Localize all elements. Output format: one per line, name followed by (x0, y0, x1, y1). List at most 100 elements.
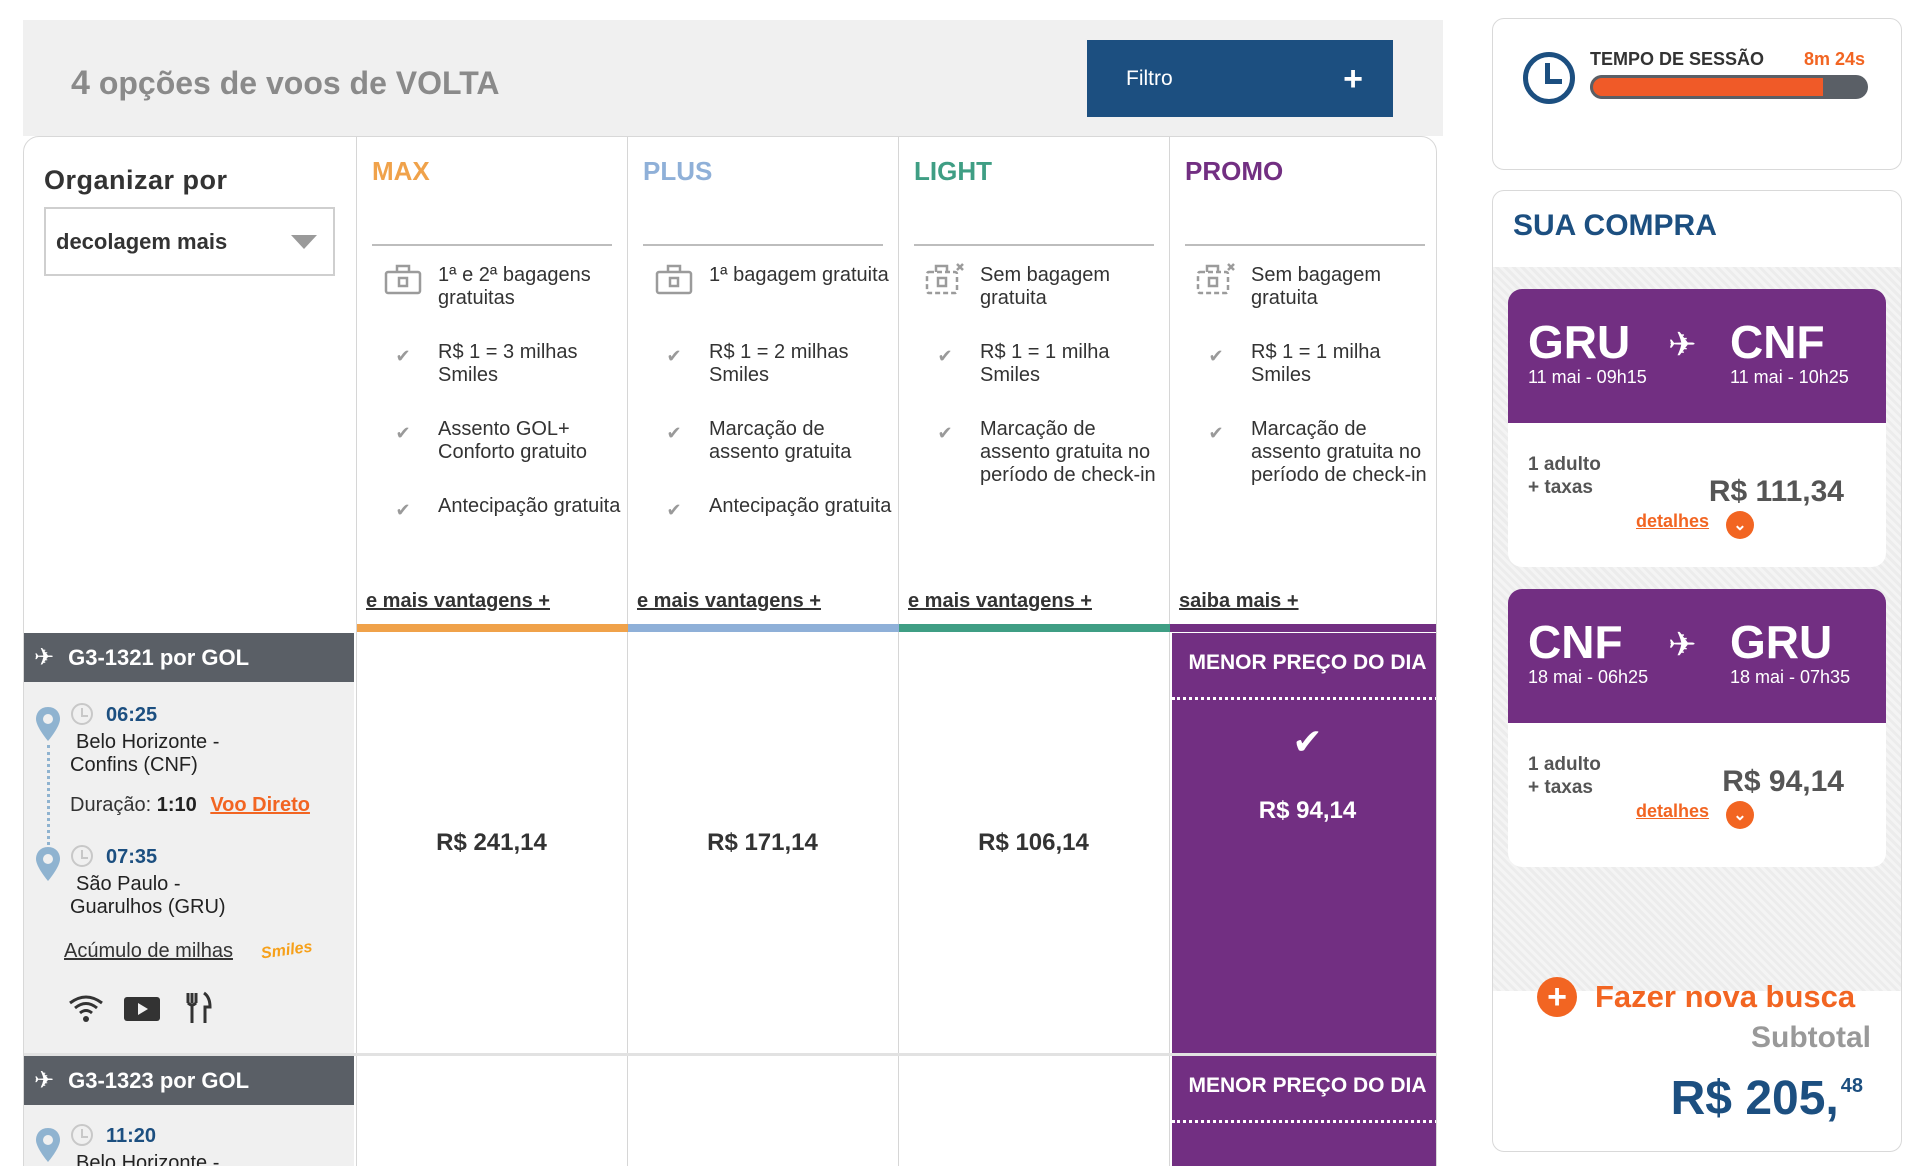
fare-name: PROMO (1185, 156, 1284, 186)
more-benefits-link[interactable]: e mais vantagens + (637, 590, 821, 612)
leg-origin-date: 18 mai - 06h25 (1528, 667, 1649, 687)
filter-button[interactable]: Filtro + (1087, 40, 1393, 117)
chevron-down-icon (291, 234, 317, 249)
leg-origin-date: 11 mai - 09h15 (1528, 367, 1647, 387)
subtotal-amount: R$ 205, (1670, 1072, 1839, 1125)
leg-destination-date: 11 mai - 10h25 (1730, 367, 1849, 387)
leg-passenger-count: 1 adulto (1528, 754, 1601, 775)
fare-feature-text: Marcação de assento gratuita no período … (980, 418, 1156, 486)
fare-feature-text: Marcação de assento gratuita no período … (1251, 418, 1427, 486)
fare-column-promo: PROMO Sem bagagem gratuita ✔ R$ 1 = 1 mi… (1170, 137, 1436, 633)
fare-feature-text: Antecipação gratuita (709, 495, 892, 517)
results-title: 4 opções de voos de VOLTA (71, 64, 499, 103)
direct-flight-link[interactable]: Voo Direto (210, 794, 310, 816)
baggage-icon (654, 261, 694, 297)
chevron-down-icon[interactable]: ⌄ (1726, 801, 1754, 829)
results-title-text: opções de voos de VOLTA (98, 65, 500, 101)
fare-color-bar (628, 624, 899, 632)
more-benefits-link[interactable]: saiba mais + (1179, 590, 1299, 612)
clock-icon (71, 845, 93, 867)
column-divider (1169, 137, 1170, 1166)
purchase-summary-title: SUA COMPRA (1513, 209, 1717, 242)
departure-airport-line1: Belo Horizonte - (76, 731, 220, 753)
promo-price: R$ 94,14 (1258, 797, 1357, 824)
fare-feature-text: Marcação de assento gratuita (709, 418, 852, 463)
flight-duration: Duração: 1:10 Voo Direto (70, 794, 310, 817)
new-search-button[interactable]: + Fazer nova busca (1537, 977, 1855, 1017)
departure-time: 11:20 (106, 1125, 157, 1147)
leg-destination: GRU (1730, 616, 1833, 668)
arrival-airport-line1: São Paulo - (76, 873, 181, 895)
departure-airport-line2: Confins (CNF) (70, 754, 198, 776)
duration-value: 1:10 (156, 794, 197, 816)
more-benefits-link[interactable]: e mais vantagens + (366, 590, 550, 612)
session-time: 8m 24s (1803, 49, 1865, 69)
check-icon: ✔ (1208, 345, 1224, 366)
divider (643, 244, 883, 246)
baggage-icon (383, 261, 423, 297)
plane-icon: ✈ (1668, 626, 1697, 664)
miles-link[interactable]: Acúmulo de milhas (64, 940, 233, 962)
subtotal-label: Subtotal (1751, 1021, 1871, 1054)
leg-origin: CNF (1528, 616, 1623, 668)
results-header: 4 opções de voos de VOLTA Filtro + (23, 20, 1443, 136)
fare-feature-text: 1ª bagagem gratuita (709, 264, 889, 286)
fare-column-max: MAX 1ª e 2ª bagagens gratuitas ✔ R$ 1 = … (357, 137, 628, 633)
leg-taxes-label: + taxas (1528, 477, 1593, 498)
leg-price: R$ 94,14 (1722, 765, 1844, 798)
arrival-time: 07:35 (106, 846, 158, 868)
flight-header: ✈ G3-1323 por GOL (24, 1056, 354, 1105)
plane-icon: ✈ (34, 1067, 55, 1094)
check-icon: ✔ (395, 499, 411, 520)
purchase-summary-body: GRU ✈ CNF 11 mai - 09h15 11 mai - 10h25 … (1493, 267, 1901, 1017)
sort-select[interactable]: decolagem mais (44, 207, 335, 276)
fare-column-light: LIGHT Sem bagagem gratuita ✔ R$ 1 = 1 mi… (899, 137, 1170, 633)
fare-name: MAX (372, 156, 430, 186)
sort-title: Organizar por (44, 165, 228, 195)
plane-icon: ✈ (1668, 326, 1697, 364)
fare-color-bar (1170, 624, 1436, 632)
new-search-label: Fazer nova busca (1595, 979, 1856, 1014)
clock-icon (71, 1124, 93, 1146)
smiles-logo: Smiles (259, 938, 314, 963)
leg-passenger-count: 1 adulto (1528, 454, 1601, 475)
leg-passengers: 1 adulto + taxas (1528, 753, 1601, 799)
divider (372, 244, 612, 246)
filter-button-label: Filtro (1126, 66, 1173, 90)
details-link[interactable]: detalhes (1636, 801, 1710, 821)
fare-price-light[interactable]: R$ 106,14 (978, 829, 1089, 856)
leg-price: R$ 111,34 (1708, 475, 1844, 508)
flight-row: ✈ G3-1321 por GOL 06:25 Belo Horizonte -… (24, 633, 1436, 1053)
fare-price-max[interactable]: R$ 241,14 (436, 829, 547, 856)
chevron-down-icon[interactable]: ⌄ (1726, 511, 1754, 539)
column-divider (898, 137, 899, 1166)
divider (1185, 244, 1425, 246)
location-pin-icon (36, 707, 60, 741)
divider (914, 244, 1154, 246)
departure-airport-line1: Belo Horizonte - (76, 1152, 220, 1166)
check-icon: ✔ (1292, 721, 1323, 762)
fare-price-promo[interactable]: MENOR PREÇO DO DIA ✔ R$ 94,14 (1172, 633, 1436, 1053)
fare-price-promo[interactable]: MENOR PREÇO DO DIA (1172, 1056, 1436, 1166)
fare-price-plus[interactable]: R$ 171,14 (707, 829, 818, 856)
fare-feature-text: Antecipação gratuita (438, 495, 621, 517)
details-link[interactable]: detalhes (1636, 511, 1710, 531)
purchase-summary: SUA COMPRA GRU ✈ CNF 11 mai - 09h15 11 m… (1492, 190, 1902, 1152)
arrival-airport-line2: Guarulhos (GRU) (70, 896, 226, 918)
fare-feature-text: Sem bagagem gratuita (1251, 264, 1382, 309)
more-benefits-link[interactable]: e mais vantagens + (908, 590, 1092, 612)
cart-leg: CNF ✈ GRU 18 mai - 06h25 18 mai - 07h35 … (1508, 589, 1886, 867)
route-line (47, 745, 50, 845)
divider (1172, 697, 1436, 700)
subtotal-cents: 48 (1840, 1075, 1863, 1097)
plane-icon: ✈ (34, 644, 55, 671)
sort-select-value: decolagem mais (56, 228, 228, 254)
entertainment-icon (122, 991, 162, 1025)
location-pin-icon (36, 847, 60, 881)
session-progress-fill (1590, 75, 1827, 99)
leg-destination: CNF (1730, 316, 1825, 368)
duration-label: Duração: (70, 794, 152, 816)
fare-feature-text: 1ª e 2ª bagagens gratuitas (438, 264, 591, 309)
check-icon: ✔ (937, 345, 953, 366)
